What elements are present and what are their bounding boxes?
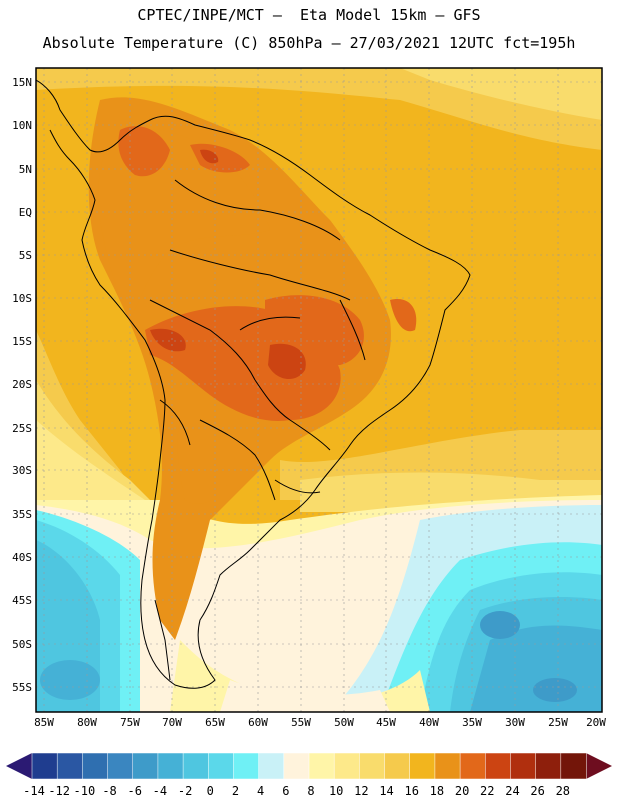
- lat-label: 10N: [12, 119, 32, 132]
- colorbar-tick-label: 6: [282, 784, 289, 798]
- lon-label: 55W: [291, 716, 311, 729]
- colorbar-tick-label: -2: [178, 784, 192, 798]
- colorbar-tick-label: 8: [307, 784, 314, 798]
- lon-label: 80W: [77, 716, 97, 729]
- temperature-field: [36, 68, 602, 712]
- lat-label: 25S: [12, 422, 32, 435]
- lon-label: 35W: [462, 716, 482, 729]
- colorbar-swatch: [56, 752, 84, 780]
- colorbar-tick-label: 18: [430, 784, 444, 798]
- colorbar-swatches: [31, 752, 587, 780]
- latitude-labels: 15N 10N 5N EQ 5S 10S 15S 20S 25S 30S 35S…: [12, 76, 32, 694]
- lon-label: 45W: [376, 716, 396, 729]
- colorbar-swatch: [560, 752, 587, 780]
- lat-label: 15S: [12, 335, 32, 348]
- colorbar-swatch: [233, 752, 260, 780]
- lat-label: 45S: [12, 594, 32, 607]
- colorbar-swatch: [434, 752, 461, 780]
- colorbar-tick-label: -12: [48, 784, 70, 798]
- colorbar-right-arrow: [586, 753, 612, 779]
- colorbar-tick-label: 10: [329, 784, 343, 798]
- chart-title-line2: Absolute Temperature (C) 850hPa – 27/03/…: [42, 34, 576, 52]
- colorbar-swatch: [333, 752, 361, 780]
- colorbar-tick-label: 0: [207, 784, 214, 798]
- colorbar-tick-label: 2: [232, 784, 239, 798]
- colorbar-swatch: [132, 752, 159, 780]
- colorbar-left-arrow: [6, 753, 32, 779]
- colorbar-swatch: [308, 752, 335, 780]
- graticule: [36, 68, 602, 712]
- colorbar-swatch: [359, 752, 386, 780]
- lat-label: EQ: [19, 206, 32, 219]
- colorbar-swatch: [107, 752, 134, 780]
- colorbar-tick-label: -4: [153, 784, 167, 798]
- colorbar-tick-label: 20: [455, 784, 469, 798]
- lat-label: 20S: [12, 378, 32, 391]
- colorbar-swatch: [208, 752, 235, 780]
- colorbar-swatch: [384, 752, 411, 780]
- colorbar-swatch: [82, 752, 109, 780]
- longitude-labels: 85W 80W 75W 70W 65W 60W 55W 50W 45W 40W …: [34, 716, 606, 729]
- lat-label: 35S: [12, 508, 32, 521]
- lon-label: 70W: [162, 716, 182, 729]
- lat-label: 15N: [12, 76, 32, 89]
- colorbar-swatch: [459, 752, 487, 780]
- colorbar-tick-label: 12: [354, 784, 368, 798]
- lon-label: 60W: [248, 716, 268, 729]
- lat-label: 5S: [19, 249, 32, 262]
- coastlines: [36, 79, 471, 689]
- lon-label: 50W: [334, 716, 354, 729]
- lon-label: 65W: [205, 716, 225, 729]
- colorbar-tick-label: -10: [74, 784, 96, 798]
- colorbar-tick-label: -14: [23, 784, 45, 798]
- chart-title-line1: CPTEC/INPE/MCT – Eta Model 15km – GFS: [137, 6, 481, 24]
- colorbar: -14 -12 -10 -8 -6 -4 -2 0 2 4 6 8 10 12 14 16 18 20 22 24 26…: [6, 752, 612, 798]
- colorbar-swatch: [485, 752, 512, 780]
- lon-label: 85W: [34, 716, 54, 729]
- colorbar-tick-label: 26: [530, 784, 544, 798]
- colorbar-swatch: [182, 752, 210, 780]
- lat-label: 55S: [12, 681, 32, 694]
- lat-label: 50S: [12, 638, 32, 651]
- colorbar-labels: -14 -12 -10 -8 -6 -4 -2 0 2 4 6 8 10 12 14 16 18 20 22 24 26…: [23, 784, 570, 798]
- colorbar-tick-label: 16: [405, 784, 419, 798]
- colorbar-swatch: [31, 752, 58, 780]
- lat-label: 5N: [19, 163, 32, 176]
- colorbar-tick-label: 24: [505, 784, 519, 798]
- lat-label: 30S: [12, 464, 32, 477]
- colorbar-tick-label: 22: [480, 784, 494, 798]
- lon-label: 30W: [505, 716, 525, 729]
- colorbar-swatch: [157, 752, 184, 780]
- colorbar-tick-label: 28: [556, 784, 570, 798]
- colorbar-swatch: [258, 752, 285, 780]
- map-frame: [35, 67, 603, 713]
- lon-label: 20W: [586, 716, 606, 729]
- colorbar-tick-label: 4: [257, 784, 264, 798]
- lon-label: 25W: [548, 716, 568, 729]
- lon-label: 75W: [120, 716, 140, 729]
- lat-label: 10S: [12, 292, 32, 305]
- colorbar-tick-label: -6: [128, 784, 142, 798]
- colorbar-swatch: [283, 752, 310, 780]
- lat-label: 40S: [12, 551, 32, 564]
- colorbar-swatch: [409, 752, 436, 780]
- colorbar-tick-label: -8: [102, 784, 116, 798]
- colorbar-swatch: [510, 752, 537, 780]
- colorbar-swatch: [535, 752, 562, 780]
- colorbar-tick-label: 14: [379, 784, 393, 798]
- lon-label: 40W: [419, 716, 439, 729]
